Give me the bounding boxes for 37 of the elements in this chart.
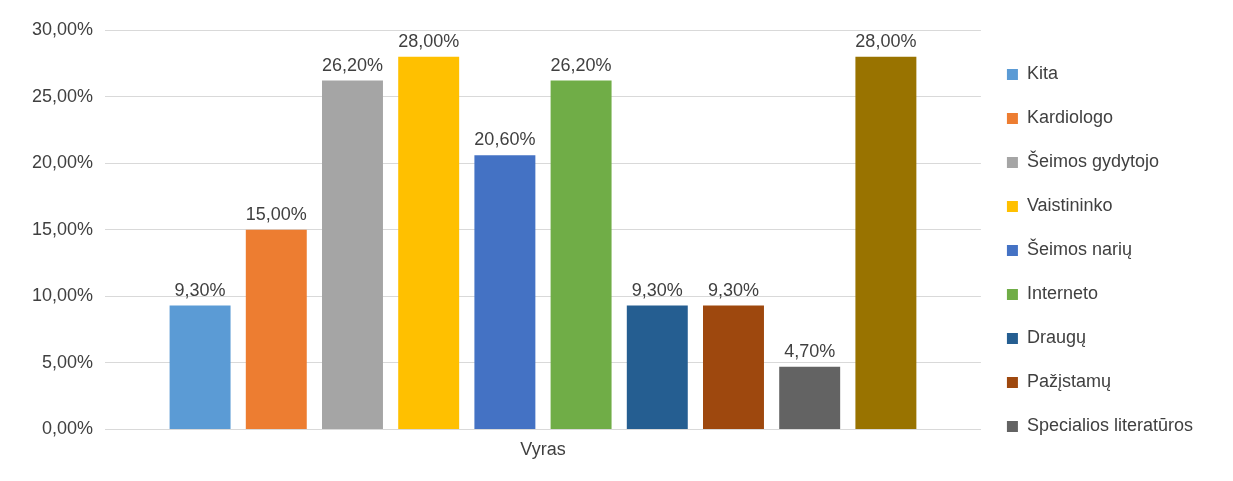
data-label: 4,70% [784,340,836,361]
bar [550,80,612,429]
bar [855,56,917,429]
legend-label: Šeimos gydytojo [1026,150,1159,172]
y-tick-label: 10,00% [31,285,94,306]
data-label: 9,30% [707,279,760,300]
y-tick-label: 15,00% [31,218,94,239]
bar [169,305,231,429]
x-tick-label: Vyras [520,439,566,460]
legend-label: Vaistininko [1026,195,1113,216]
legend-label: Kardiologo [1026,107,1113,128]
y-tick-label: 5,00% [42,351,94,372]
bar [626,305,688,429]
legend-label: Draugų [1026,327,1086,348]
legend-label: Specialios literatūros [1026,415,1193,436]
bar [398,56,460,429]
data-label: 9,30% [174,279,226,300]
data-label: 28,00% [855,30,917,51]
data-label: 26,20% [321,54,384,75]
y-tick-label: 30,00% [31,18,94,39]
legend-label: Šeimos narių [1026,238,1132,260]
bar [779,366,841,429]
data-label: 28,00% [398,30,460,51]
y-tick-label: 20,00% [31,152,94,173]
data-label: 9,30% [631,279,683,300]
bar [474,155,536,429]
data-label: 15,00% [245,203,307,224]
legend-label: Interneto [1026,283,1098,304]
data-label: 26,20% [550,54,612,75]
bar [703,305,764,429]
y-tick-label: 25,00% [31,85,94,106]
data-label: 20,60% [474,129,536,150]
legend-label: Pažįstamų [1026,371,1111,392]
bar [322,80,383,429]
y-tick-label: 0,00% [42,418,94,439]
legend-label: Kita [1026,63,1059,84]
bar [245,229,307,429]
